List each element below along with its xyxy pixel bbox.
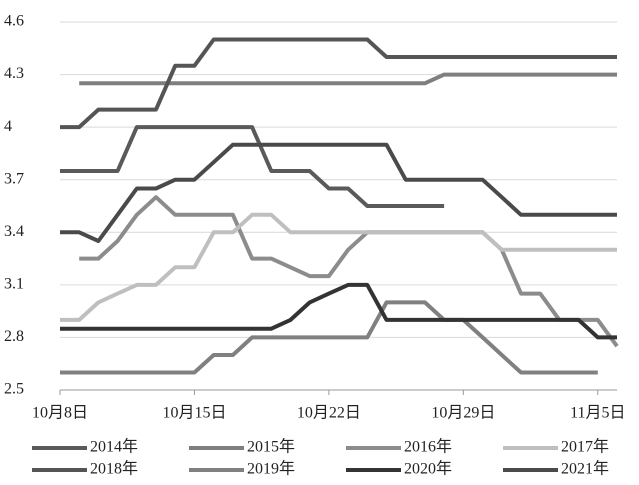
y-tick-label: 3.1 bbox=[4, 276, 24, 293]
series-line bbox=[60, 37, 617, 130]
series-line bbox=[60, 300, 598, 375]
y-tick-label: 2.5 bbox=[4, 381, 24, 398]
y-tick-label: 4.3 bbox=[4, 65, 24, 82]
legend-label: 2017年 bbox=[561, 438, 609, 456]
legend-label: 2019年 bbox=[247, 460, 295, 478]
y-tick-label: 2.8 bbox=[4, 328, 24, 345]
series-line bbox=[60, 212, 617, 322]
legend-label: 2018年 bbox=[90, 460, 138, 478]
x-tick-label: 10月29日 bbox=[431, 405, 495, 422]
x-tick-label: 10月22日 bbox=[297, 405, 361, 422]
series-line bbox=[60, 282, 617, 340]
legend-label: 2020年 bbox=[404, 460, 452, 478]
series-line bbox=[79, 72, 617, 86]
series-line bbox=[79, 195, 619, 348]
series-line bbox=[60, 142, 617, 243]
legend-label: 2015年 bbox=[247, 438, 295, 456]
x-tick-label: 10月15日 bbox=[162, 405, 226, 422]
y-tick-label: 3.4 bbox=[4, 223, 24, 240]
x-tick-label: 10月8日 bbox=[32, 405, 88, 422]
series-line bbox=[60, 125, 445, 208]
y-tick-label: 4.6 bbox=[4, 13, 24, 30]
x-tick-label: 11月5日 bbox=[570, 405, 625, 422]
legend-label: 2021年 bbox=[561, 460, 609, 478]
y-tick-label: 3.7 bbox=[4, 170, 24, 187]
y-tick-label: 4 bbox=[4, 118, 12, 135]
legend-label: 2016年 bbox=[404, 438, 452, 456]
legend-label: 2014年 bbox=[90, 438, 138, 456]
